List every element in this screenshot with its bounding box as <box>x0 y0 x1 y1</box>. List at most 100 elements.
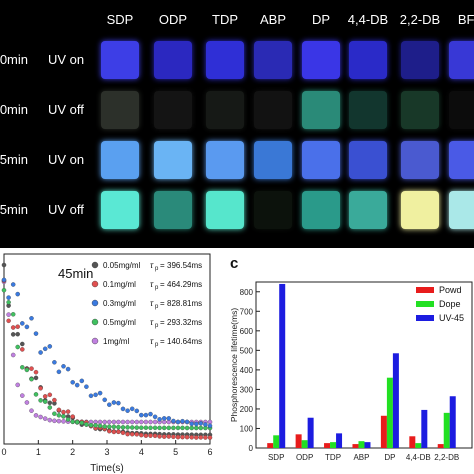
decay-point <box>143 412 149 418</box>
decay-point <box>102 424 107 429</box>
decay-point <box>194 421 199 427</box>
decay-point <box>189 425 194 431</box>
decay-point <box>125 425 130 430</box>
decay-point <box>24 400 30 405</box>
decay-point <box>24 367 30 373</box>
decay-point <box>120 430 126 436</box>
column-header: BFI <box>457 12 474 27</box>
decay-point <box>15 382 20 388</box>
decay-point <box>148 411 153 417</box>
decay-point <box>207 419 213 425</box>
decay-point <box>102 397 107 403</box>
decay-point <box>1 277 7 283</box>
legend-equals: = <box>160 337 165 346</box>
decay-x-label: Time(s) <box>90 463 124 474</box>
legend-marker <box>91 261 99 269</box>
legend-series-name: 0.05mg/ml <box>103 261 141 270</box>
decay-point <box>102 419 107 425</box>
legend-tau-symbol: τ <box>150 260 154 270</box>
decay-point <box>52 411 57 416</box>
decay-point <box>42 346 48 352</box>
decay-point <box>65 409 71 414</box>
decay-point <box>74 419 80 425</box>
column-header: 4,4-DB <box>347 12 389 27</box>
column-header: ODP <box>158 12 188 27</box>
decay-point <box>157 417 162 422</box>
bar-2 <box>336 433 343 448</box>
decay-point <box>184 425 190 431</box>
legend-tau-symbol: τ <box>150 336 154 346</box>
decay-point <box>84 422 89 427</box>
bar-1 <box>443 412 450 448</box>
decay-point <box>157 434 162 439</box>
bar-legend-label: Powd <box>439 285 462 295</box>
decay-point <box>207 435 213 440</box>
decay-point <box>180 434 185 440</box>
x-category-label: 2,2-DB <box>434 453 459 462</box>
sample-tile <box>349 91 387 129</box>
legend-tau-subscript: p <box>155 323 159 329</box>
decay-point <box>189 421 194 427</box>
sample-tile <box>254 191 292 229</box>
decay-point <box>198 421 204 426</box>
decay-point <box>10 312 16 317</box>
bar-1 <box>330 442 337 448</box>
decay-point <box>143 425 149 430</box>
decay-point <box>111 424 117 430</box>
decay-point <box>15 331 20 337</box>
decay-point <box>20 393 25 398</box>
bar-0 <box>295 434 302 448</box>
decay-point <box>29 376 34 382</box>
decay-point <box>79 378 85 384</box>
decay-point <box>20 347 25 352</box>
legend-tau-value: 828.81ms <box>167 299 202 308</box>
bar-legend-swatch <box>416 287 434 293</box>
decay-point <box>84 384 89 389</box>
decay-point <box>152 433 158 439</box>
decay-point <box>97 423 103 429</box>
decay-point <box>157 425 162 431</box>
sample-tile <box>349 41 387 79</box>
row-uv-label: UV on <box>48 152 85 167</box>
y-tick-label: 600 <box>240 327 254 336</box>
decay-point <box>171 418 176 424</box>
decay-point <box>10 332 16 337</box>
decay-point <box>116 400 121 406</box>
decay-point <box>175 425 181 431</box>
decay-point <box>134 432 140 437</box>
decay-point <box>61 419 66 424</box>
decay-point <box>52 360 57 365</box>
decay-point <box>129 419 135 425</box>
decay-point <box>29 316 34 321</box>
legend-marker <box>91 280 99 288</box>
bar-legend-label: Dope <box>439 299 461 309</box>
decay-point <box>107 424 112 429</box>
decay-point <box>171 425 176 431</box>
decay-point <box>120 406 126 412</box>
decay-point <box>116 419 121 425</box>
sample-tile <box>254 91 292 129</box>
decay-point <box>129 431 135 437</box>
decay-point <box>203 435 208 440</box>
decay-point <box>120 425 126 430</box>
legend-equals: = <box>160 261 165 270</box>
column-header: TDP <box>212 12 238 27</box>
decay-point <box>6 312 11 317</box>
decay-point <box>61 414 66 419</box>
decay-point <box>171 434 176 440</box>
bar-0 <box>324 443 331 448</box>
decay-point <box>38 414 43 420</box>
decay-point <box>139 425 144 430</box>
y-tick-label: 100 <box>240 424 254 433</box>
legend-tau-subscript: p <box>155 266 159 272</box>
decay-point <box>33 331 39 336</box>
decay-point <box>47 400 53 406</box>
sample-tile <box>349 141 387 179</box>
decay-title: 45min <box>58 266 93 281</box>
decay-point <box>38 386 43 391</box>
bar-2 <box>421 409 428 448</box>
decay-point <box>70 414 75 419</box>
decay-point <box>33 392 39 397</box>
legend-tau-value: 464.29ms <box>167 280 202 289</box>
sample-tile <box>302 41 340 79</box>
